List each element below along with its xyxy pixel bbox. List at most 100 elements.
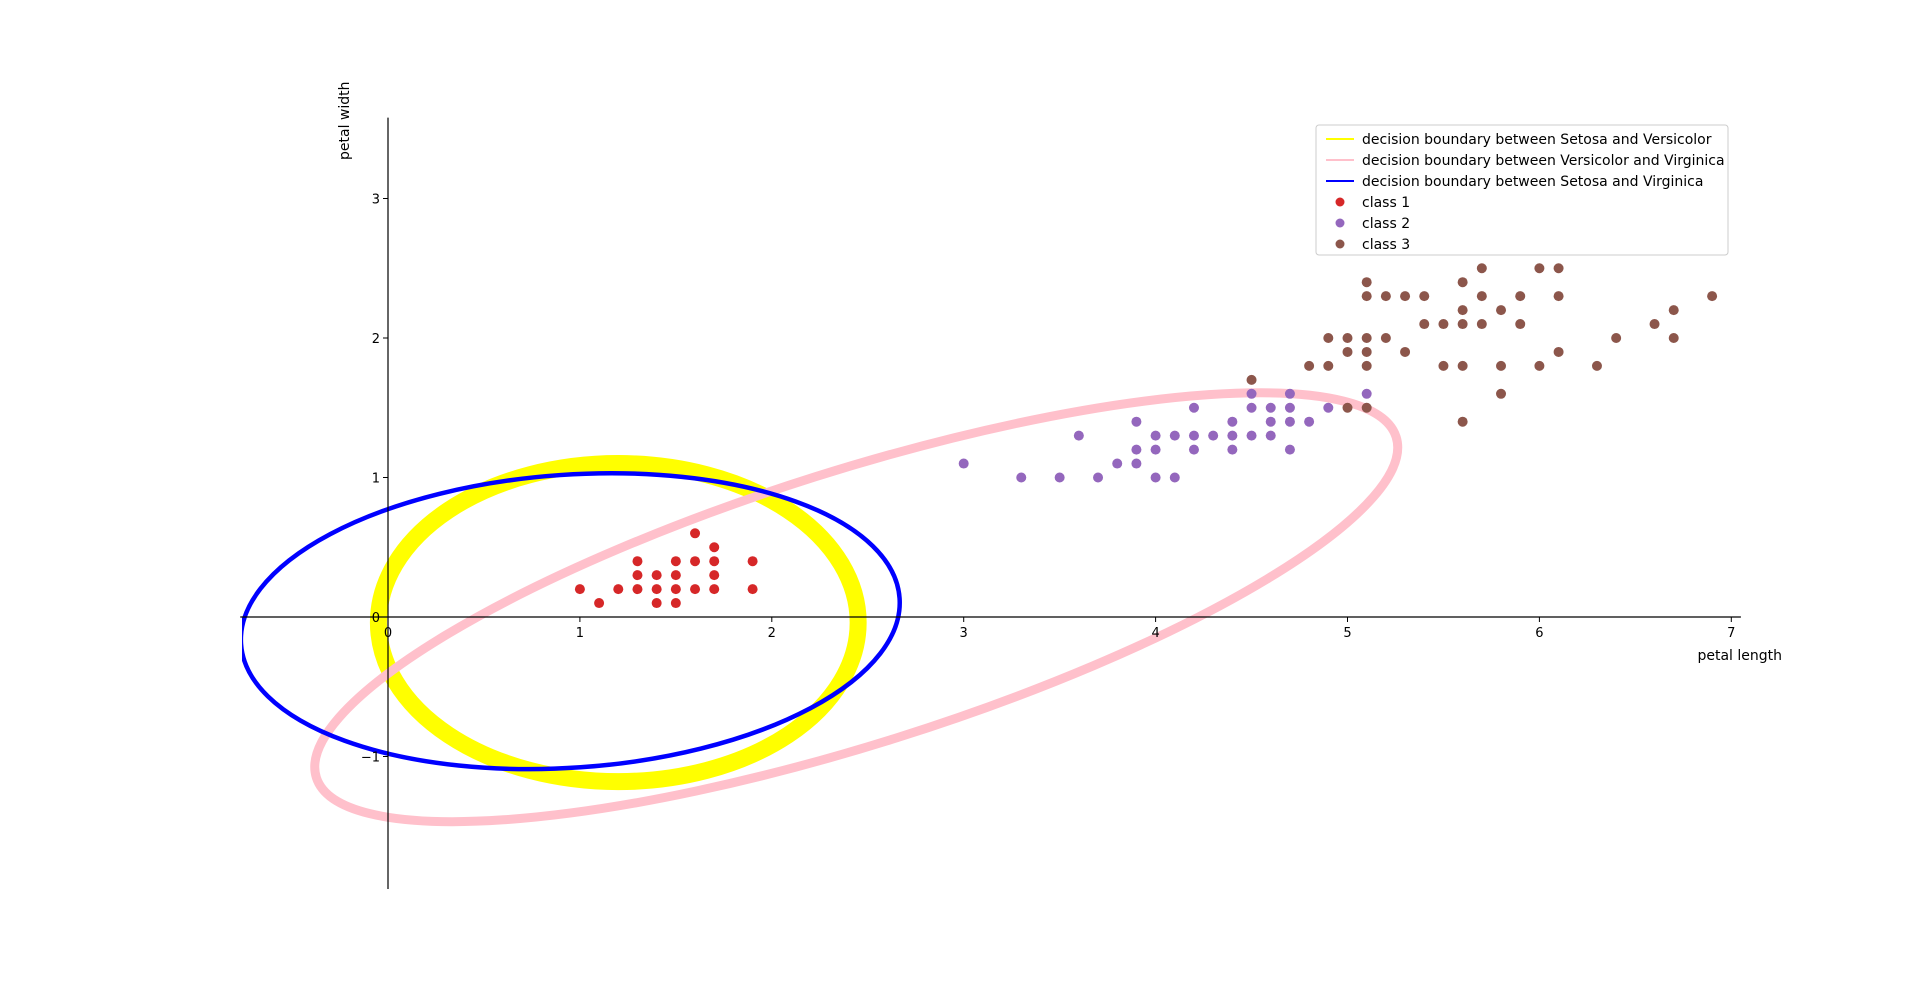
x-tick-label: 1	[576, 626, 584, 641]
decision-boundary-3	[242, 471, 902, 772]
y-tick-label: 1	[372, 472, 380, 487]
legend-entry-label: decision boundary between Setosa and Ver…	[1362, 132, 1712, 148]
data-point-class-2	[1131, 444, 1142, 455]
data-point-class-2	[1246, 388, 1257, 399]
data-point-class-1	[670, 584, 681, 595]
legend-dot-swatch	[1335, 239, 1345, 249]
legend-entry-label: decision boundary between Versicolor and…	[1362, 153, 1725, 169]
data-point-class-2	[1112, 458, 1123, 469]
data-point-class-3	[1476, 263, 1487, 274]
data-point-class-3	[1553, 291, 1564, 302]
data-point-class-3	[1476, 291, 1487, 302]
data-point-class-2	[1284, 416, 1295, 427]
data-point-class-3	[1400, 346, 1411, 357]
y-tick-label: 2	[372, 332, 380, 347]
data-point-class-3	[1668, 333, 1679, 343]
data-point-class-2	[958, 458, 969, 469]
data-point-class-3	[1323, 333, 1334, 343]
legend-entry-label: class 1	[1362, 195, 1410, 211]
data-point-class-2	[1265, 402, 1276, 413]
data-point-class-1	[651, 598, 662, 609]
data-point-class-2	[1284, 444, 1295, 455]
data-point-class-2	[1093, 472, 1104, 483]
data-point-class-3	[1361, 291, 1372, 302]
data-point-class-2	[1246, 402, 1257, 413]
x-tick-label: 0	[384, 626, 392, 641]
data-point-class-2	[1284, 388, 1295, 399]
data-point-class-2	[1150, 444, 1161, 455]
x-tick-label: 6	[1535, 626, 1543, 641]
data-point-class-3	[1476, 319, 1487, 330]
data-point-class-2	[1150, 430, 1161, 441]
data-point-class-3	[1361, 333, 1372, 343]
y-tick-label: −1	[361, 751, 380, 766]
data-point-class-1	[632, 584, 643, 595]
data-point-class-2	[1227, 416, 1238, 427]
data-point-class-3	[1400, 291, 1411, 302]
data-point-class-1	[651, 584, 662, 595]
data-point-class-3	[1361, 402, 1372, 413]
data-point-class-3	[1457, 416, 1468, 427]
data-point-class-2	[1361, 388, 1372, 399]
data-point-class-3	[1438, 360, 1449, 371]
legend-frame	[1315, 124, 1729, 256]
data-point-class-2	[1016, 472, 1027, 483]
data-point-class-3	[1457, 305, 1468, 316]
decision-boundaries	[242, 388, 1403, 827]
data-point-class-2	[1131, 458, 1142, 469]
legend-dot-swatch	[1335, 197, 1345, 207]
data-point-class-3	[1323, 360, 1334, 371]
data-point-class-2	[1188, 444, 1199, 455]
data-point-class-2	[1169, 430, 1180, 441]
data-point-class-3	[1515, 291, 1526, 302]
data-point-class-1	[709, 584, 720, 595]
data-point-class-3	[1361, 346, 1372, 357]
data-point-class-1	[594, 598, 605, 609]
data-point-class-1	[709, 542, 720, 553]
data-point-class-2	[1284, 402, 1295, 413]
legend-entry-label: decision boundary between Setosa and Vir…	[1362, 174, 1703, 190]
y-tick-label: 0	[372, 611, 380, 626]
data-point-class-1	[632, 570, 643, 581]
data-point-class-2	[1265, 430, 1276, 441]
data-point-class-3	[1380, 333, 1391, 343]
decision-boundary-1	[369, 455, 867, 791]
data-point-class-2	[1054, 472, 1065, 483]
data-point-class-1	[709, 556, 720, 567]
legend: decision boundary between Setosa and Ver…	[1315, 124, 1729, 256]
data-point-class-1	[690, 584, 701, 595]
data-point-class-2	[1227, 444, 1238, 455]
data-point-class-2	[1208, 430, 1219, 441]
data-point-class-2	[1131, 416, 1142, 427]
data-point-class-3	[1553, 346, 1564, 357]
data-point-class-1	[574, 584, 585, 595]
legend-entry-label: class 2	[1362, 216, 1410, 232]
data-point-class-2	[1265, 416, 1276, 427]
data-point-class-3	[1342, 402, 1353, 413]
data-point-class-3	[1496, 305, 1507, 316]
data-point-class-1	[632, 556, 643, 567]
x-axis-label: petal length	[1697, 648, 1782, 664]
data-point-class-3	[1496, 388, 1507, 399]
data-point-class-2	[1169, 472, 1180, 483]
data-point-class-3	[1438, 319, 1449, 330]
data-point-class-3	[1496, 360, 1507, 371]
data-point-class-1	[670, 570, 681, 581]
data-point-class-2	[1323, 402, 1334, 413]
legend-dot-swatch	[1335, 218, 1345, 228]
data-point-class-3	[1419, 291, 1430, 302]
data-point-class-3	[1361, 277, 1372, 288]
data-point-class-3	[1419, 319, 1430, 330]
x-tick-label: 2	[768, 626, 776, 641]
decision-boundary-2	[310, 388, 1403, 827]
data-point-class-3	[1342, 346, 1353, 357]
data-point-class-1	[613, 584, 624, 595]
axes: 0 1 2 3 4 5 6 7 −1 0 1 2 3	[240, 117, 1741, 890]
data-point-class-1	[747, 556, 758, 567]
data-point-class-3	[1707, 291, 1718, 302]
data-point-class-1	[651, 570, 662, 581]
data-point-class-2	[1246, 430, 1257, 441]
data-point-class-3	[1457, 360, 1468, 371]
data-point-class-1	[670, 598, 681, 609]
